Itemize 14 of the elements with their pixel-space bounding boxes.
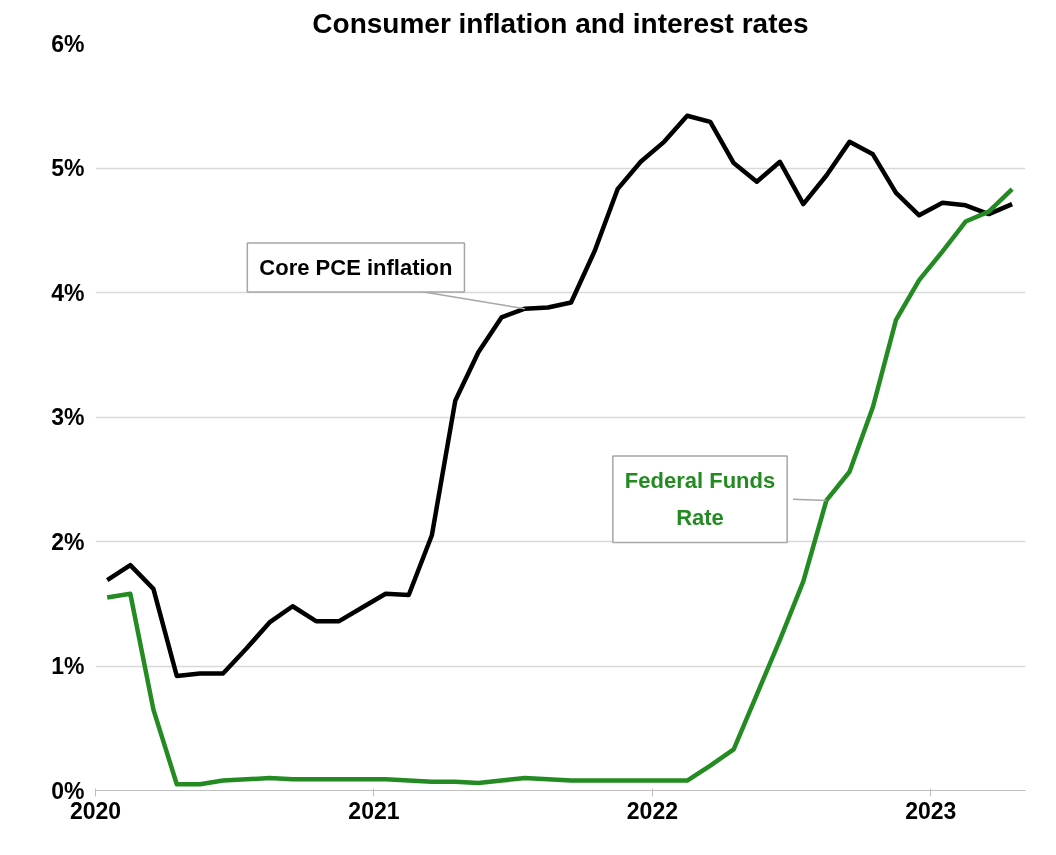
y-tick-label: 1% — [51, 653, 85, 679]
x-tick-label: 2022 — [626, 797, 678, 824]
chart-title: Consumer inflation and interest rates — [312, 7, 809, 39]
line-series — [104, 113, 1015, 679]
y-tick-label: 4% — [51, 279, 85, 306]
series-label: Federal Funds Rate — [624, 467, 776, 531]
y-tick-label: 6% — [51, 30, 85, 57]
y-tick-label: 3% — [51, 404, 85, 430]
line-series — [104, 186, 1015, 787]
x-tick-label: 2023 — [905, 797, 957, 824]
y-tick-label: 5% — [51, 155, 85, 181]
x-tick-label: 2021 — [348, 797, 400, 824]
y-tick-label: 2% — [51, 528, 85, 555]
text: Core PCE inflation — [259, 255, 453, 281]
